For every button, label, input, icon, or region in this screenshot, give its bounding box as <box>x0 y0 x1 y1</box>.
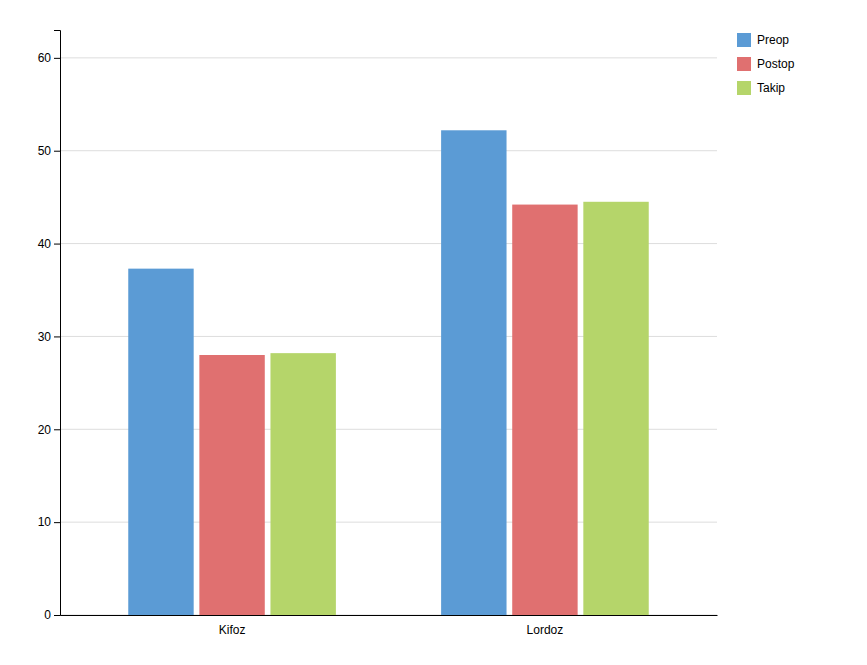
y-tick-mark <box>54 336 60 337</box>
x-axis-line <box>61 615 718 616</box>
bar <box>512 205 577 615</box>
legend-swatch <box>737 81 751 95</box>
legend-item: Preop <box>737 33 789 47</box>
y-tick-mark <box>54 244 60 245</box>
bar <box>128 269 193 615</box>
y-tick-label: 10 <box>38 515 52 529</box>
legend-label: Takip <box>757 81 785 95</box>
bars <box>128 130 648 615</box>
grid-line <box>60 57 717 58</box>
grid-line <box>60 150 717 151</box>
y-tick: 0 <box>44 608 60 622</box>
x-tick-label: Kifoz <box>219 623 246 637</box>
y-tick: 20 <box>38 423 60 437</box>
chart-container: 0 10 20 30 40 50 60 Kifoz Lordoz Preop Postop Takip <box>0 0 867 665</box>
y-tick: 10 <box>38 515 60 529</box>
legend-swatch <box>737 57 751 71</box>
y-tick-mark <box>54 58 60 59</box>
y-tick-label: 0 <box>44 608 51 622</box>
x-tick: Lordoz <box>527 623 564 637</box>
y-tick-mark <box>54 151 60 152</box>
y-tick: 60 <box>38 51 60 65</box>
x-tick: Kifoz <box>219 623 246 637</box>
legend: Preop Postop Takip <box>737 33 795 95</box>
bar <box>270 353 335 615</box>
y-tick-label: 30 <box>38 330 52 344</box>
x-tick-label: Lordoz <box>527 623 564 637</box>
y-tick: 50 <box>38 144 60 158</box>
legend-swatch <box>737 33 751 47</box>
x-axis: Kifoz Lordoz <box>61 616 718 637</box>
y-axis: 0 10 20 30 40 50 60 <box>38 31 61 623</box>
bar <box>199 355 264 615</box>
grid <box>60 58 717 615</box>
y-tick-label: 40 <box>38 237 52 251</box>
y-tick-mark <box>54 615 60 616</box>
y-tick: 30 <box>38 330 60 344</box>
legend-label: Postop <box>757 57 795 71</box>
bar <box>583 202 648 615</box>
legend-item: Postop <box>737 57 795 71</box>
legend-label: Preop <box>757 33 789 47</box>
legend-item: Takip <box>737 81 785 95</box>
plot: 0 10 20 30 40 50 60 Kifoz Lordoz <box>38 31 718 637</box>
y-tick: 40 <box>38 237 60 251</box>
y-tick-label: 20 <box>38 423 52 437</box>
bar <box>441 130 506 615</box>
chart-svg: 0 10 20 30 40 50 60 Kifoz Lordoz Preop Postop Takip <box>0 0 867 665</box>
y-tick-label: 60 <box>38 51 52 65</box>
y-tick-mark <box>54 429 60 430</box>
y-tick-mark <box>54 522 60 523</box>
y-tick-label: 50 <box>38 144 52 158</box>
y-axis-line <box>54 31 61 616</box>
